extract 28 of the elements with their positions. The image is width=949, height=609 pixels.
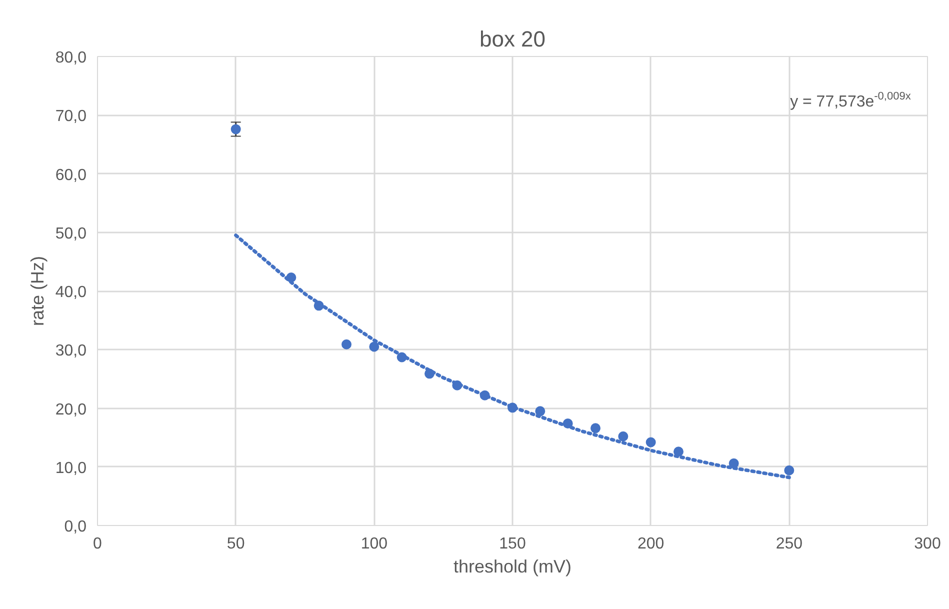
point <box>618 431 628 442</box>
point <box>369 342 380 352</box>
x-tick-label: 300 <box>914 536 941 552</box>
line-series <box>234 234 791 480</box>
point <box>342 339 352 350</box>
y-tick-label: 30,0 <box>55 342 87 360</box>
point <box>230 124 241 134</box>
x-tick-label: 0 <box>93 536 102 552</box>
point <box>535 406 546 416</box>
y-tick-label: 0,0 <box>64 518 87 536</box>
y-tick-label: 70,0 <box>55 108 87 126</box>
y-tick-label: 80,0 <box>55 50 87 66</box>
y-tick-label: 50,0 <box>55 225 87 242</box>
y-tick-label: 20,0 <box>55 401 87 418</box>
x-tick-label: 100 <box>360 536 388 552</box>
x-axis-title: threshold (mV) <box>453 556 572 576</box>
x-tick-label: 200 <box>637 536 664 552</box>
y-tick-label: 10,0 <box>55 460 87 477</box>
point <box>784 465 794 476</box>
chart-title: box 20 <box>479 26 546 52</box>
y-tick-label: 40,0 <box>55 284 87 301</box>
point <box>646 437 656 448</box>
x-tick-label: 250 <box>776 536 803 552</box>
x-tick-label: 150 <box>499 536 526 552</box>
x-tick-label: 50 <box>226 536 245 552</box>
point <box>590 423 600 434</box>
y-axis-title: rate (Hz) <box>27 256 48 326</box>
y-tick-label: 60,0 <box>55 166 87 184</box>
